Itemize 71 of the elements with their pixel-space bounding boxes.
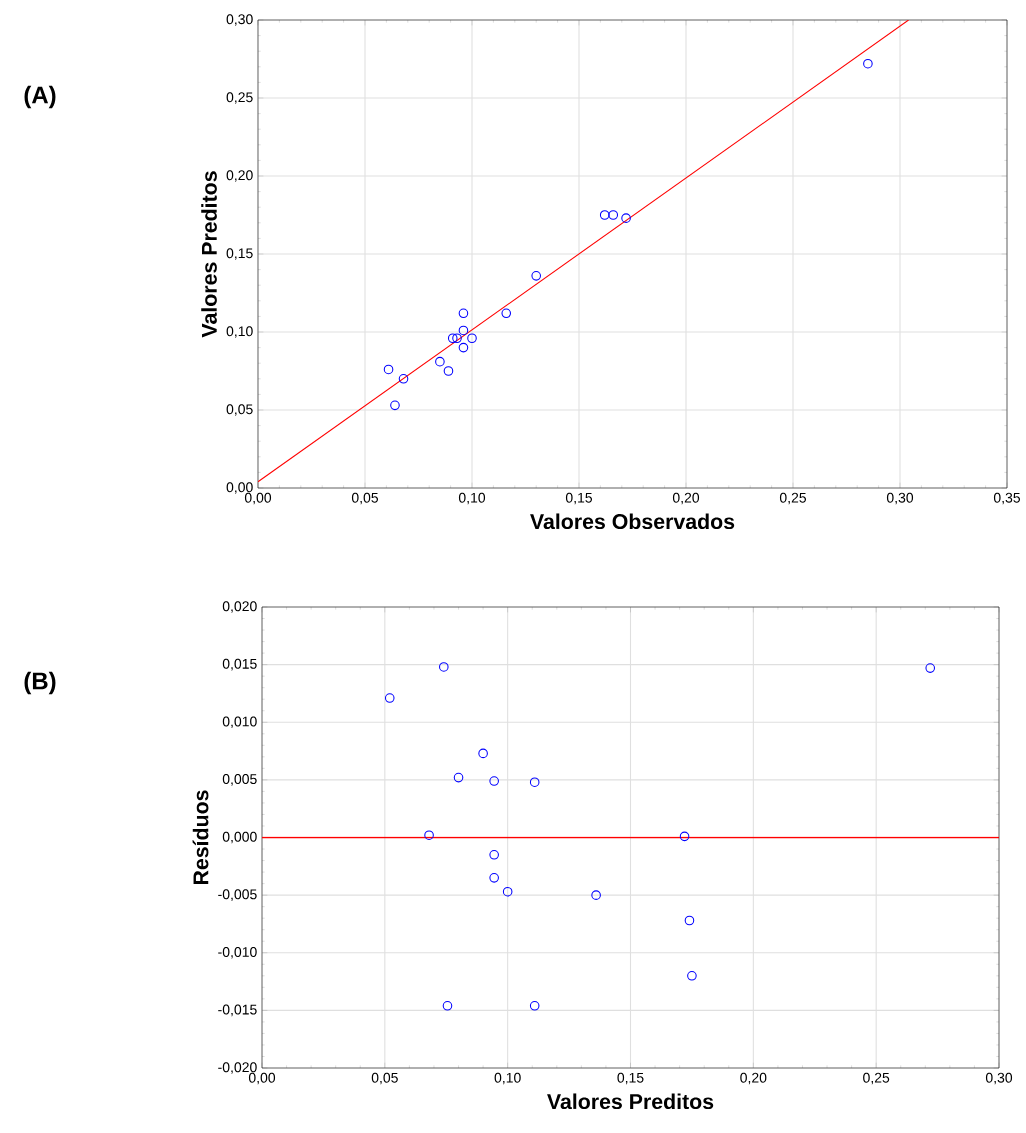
text: (B) [24, 671, 56, 695]
point [390, 400, 400, 411]
point [529, 777, 540, 787]
point [501, 308, 512, 319]
x-tick-label: 0,35 [993, 492, 1021, 505]
point [458, 342, 469, 353]
point [452, 333, 462, 344]
y-tick-label: -0,005 [218, 889, 257, 901]
point [435, 356, 445, 367]
point [458, 308, 469, 319]
point [442, 1000, 453, 1011]
y-tick-label: -0,010 [218, 946, 257, 959]
y-tick-label: 0,000 [222, 831, 257, 844]
y-tick-label: 0,05 [226, 404, 253, 416]
point [608, 210, 619, 220]
y-axis-title: Resíduos [192, 790, 209, 885]
point [679, 831, 690, 842]
point [438, 662, 449, 672]
point [687, 971, 697, 981]
x-tick-label: 0,00 [244, 492, 272, 505]
x-axis-title: Valores Preditos [547, 1093, 714, 1110]
point [467, 333, 477, 344]
point [599, 210, 610, 220]
point [925, 663, 936, 673]
point [458, 325, 469, 336]
x-tick-label: 0,00 [248, 1072, 276, 1085]
y-tick-label: 0,005 [222, 774, 257, 786]
x-tick-label: 0,20 [740, 1072, 767, 1085]
y-tick-label: 0,20 [226, 170, 253, 182]
x-tick-label: 0,05 [371, 1072, 398, 1085]
y-tick-label: -0,015 [218, 1004, 257, 1017]
x-tick-label: 0,15 [565, 492, 593, 505]
point [384, 693, 395, 703]
x-tick-label: 0,10 [458, 492, 486, 505]
point [447, 333, 458, 344]
y-axis-title: Valores Preditos [201, 171, 217, 338]
x-tick-label: 0,30 [886, 492, 914, 505]
point [531, 271, 542, 281]
text: (A) [24, 85, 56, 109]
y-tick-label: -0,020 [218, 1062, 257, 1074]
point [453, 772, 464, 783]
point [489, 776, 499, 786]
x-tick-label: 0,30 [985, 1072, 1013, 1085]
point [489, 873, 499, 883]
y-tick-label: 0,15 [226, 248, 253, 260]
x-tick-label: 0,05 [351, 492, 379, 505]
x-tick-label: 0,20 [672, 492, 700, 505]
point [489, 850, 499, 860]
y-tick-label: 0,010 [222, 716, 257, 729]
y-tick-label: 0,00 [226, 482, 253, 494]
x-tick-label: 0,10 [494, 1072, 521, 1085]
x-tick-label: 0,15 [617, 1072, 644, 1085]
x-tick-label: 0,25 [779, 492, 807, 505]
point [443, 366, 454, 376]
x-tick-label: 0,25 [863, 1072, 890, 1085]
y-tick-label: 0,10 [226, 326, 253, 338]
point [383, 364, 394, 375]
y-tick-label: 0,015 [222, 658, 257, 671]
point [684, 915, 695, 926]
point [863, 58, 873, 69]
point [398, 374, 409, 384]
point [424, 830, 434, 841]
y-tick-label: 0,25 [226, 92, 253, 104]
point [529, 1000, 540, 1011]
point [502, 886, 513, 897]
point [591, 890, 601, 900]
x-axis-title: Valores Observados [530, 513, 735, 530]
point [478, 748, 488, 759]
point [621, 213, 631, 223]
y-tick-label: 0,020 [222, 601, 257, 613]
y-tick-label: 0,30 [226, 14, 253, 26]
